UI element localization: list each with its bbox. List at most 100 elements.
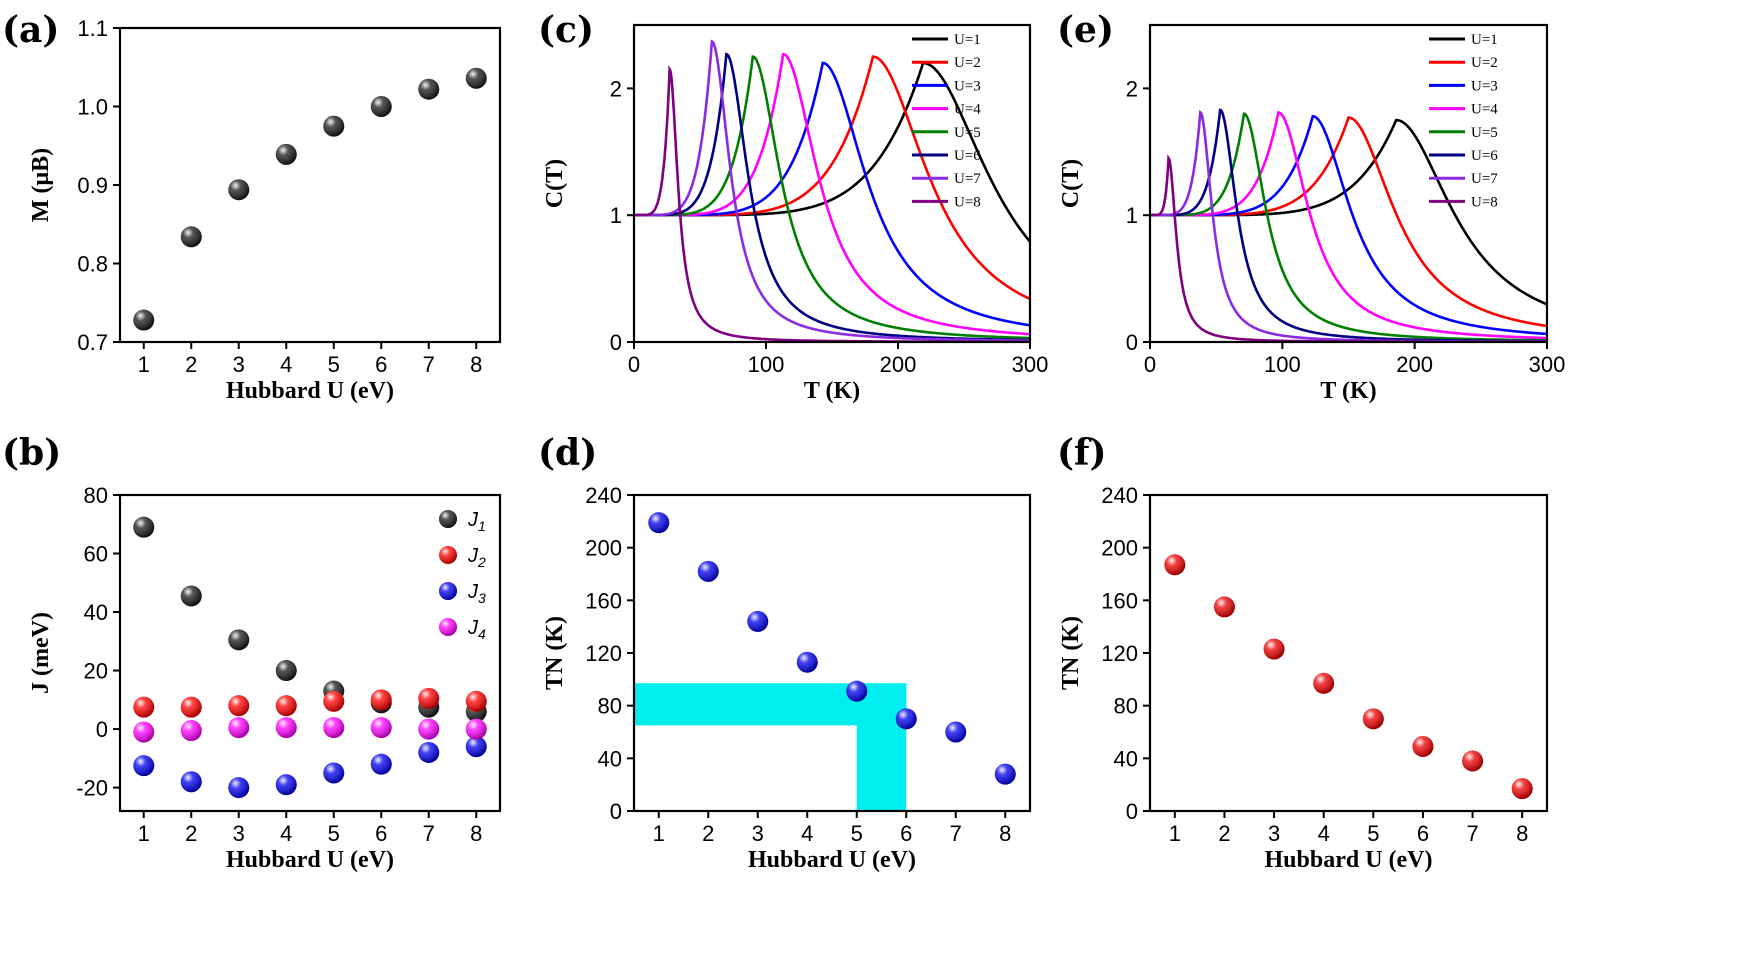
- x-tick-label: 2: [1218, 821, 1230, 846]
- point-j3-u6: [370, 753, 392, 775]
- highlight-vertical-band: [856, 683, 907, 811]
- curves: [1150, 108, 1547, 342]
- point-m-u7: [418, 78, 440, 100]
- point-j2-u7: [418, 687, 440, 709]
- y-tick-label: 240: [1101, 483, 1138, 508]
- y-tick-label: 0.7: [77, 330, 108, 355]
- data-points: [133, 516, 487, 799]
- x-tick-label: 100: [748, 352, 785, 377]
- y-tick-label: 0: [96, 717, 108, 742]
- legend-label: U=6: [954, 148, 981, 164]
- y-tick-label: 0.8: [77, 252, 108, 277]
- point-m-u1: [133, 309, 155, 331]
- y-tick-label: -20: [76, 776, 108, 801]
- point-j4-u1: [133, 721, 155, 743]
- point-tn-u4: [796, 651, 818, 673]
- x-axis-title: Hubbard U (eV): [226, 847, 394, 873]
- y-tick-label: 80: [1114, 694, 1138, 719]
- point-j1-u3: [228, 629, 250, 651]
- panel-label: (b): [2, 432, 61, 474]
- point-tn-u2: [1213, 596, 1235, 618]
- x-tick-label: 3: [233, 821, 245, 846]
- y-axis-title: TN (K): [1058, 616, 1084, 690]
- x-axis-title: Hubbard U (eV): [226, 378, 394, 404]
- x-tick-label: 100: [1264, 352, 1301, 377]
- x-tick-label: 5: [1367, 821, 1379, 846]
- x-tick-label: 3: [752, 821, 764, 846]
- x-tick-label: 2: [702, 821, 714, 846]
- point-j3-u4: [275, 774, 297, 796]
- x-axis-title: T (K): [1320, 378, 1376, 404]
- point-m-u3: [228, 179, 250, 201]
- y-tick-label: 0.9: [77, 173, 108, 198]
- data-points: [133, 67, 487, 331]
- y-tick-label: 80: [598, 694, 622, 719]
- point-j2-u8: [465, 690, 487, 712]
- x-tick-label: 1: [138, 352, 150, 377]
- series-line-u-7: [634, 39, 1030, 342]
- y-tick-label: 40: [84, 600, 108, 625]
- legend-marker: [439, 546, 457, 564]
- y-tick-label: 1.1: [77, 16, 108, 41]
- point-tn-u4: [1313, 672, 1335, 694]
- legend-label: U=3: [1471, 78, 1498, 94]
- y-tick-label: 0: [1126, 330, 1138, 355]
- point-j4-u8: [465, 718, 487, 740]
- x-axis-title: T (K): [804, 378, 860, 404]
- plot-frame: [1148, 23, 1549, 344]
- x-tick-label: 7: [423, 352, 435, 377]
- y-tick-label: 40: [598, 746, 622, 771]
- point-j4-u3: [228, 717, 250, 739]
- y-axis-title: J (meV): [28, 612, 54, 694]
- legend-label: U=1: [1471, 32, 1498, 48]
- series-line-u-4: [634, 52, 1030, 336]
- plot-frame: [632, 493, 1032, 813]
- x-tick-label: 4: [280, 352, 292, 377]
- point-m-u2: [180, 226, 202, 248]
- y-tick-label: 80: [84, 483, 108, 508]
- series-line-u-3: [1150, 115, 1547, 336]
- panel-a: (a) 1 2 3 4 5 6 7 8 0.7 0.8 0.9 1.0 1.1 Hubbard U (eV)…: [2, 9, 502, 404]
- panel-label: (d): [538, 432, 597, 474]
- y-axis-title: C(T): [1058, 159, 1084, 208]
- x-tick-label: 2: [185, 821, 197, 846]
- point-tn-u5: [846, 680, 868, 702]
- panel-label: (f): [1057, 432, 1107, 474]
- point-j3-u3: [228, 777, 250, 799]
- x-tick-label: 7: [1466, 821, 1478, 846]
- point-j4-u6: [370, 717, 392, 739]
- point-m-u6: [370, 96, 392, 117]
- y-tick-label: 1: [1126, 203, 1138, 228]
- legend-label: J1: [467, 509, 486, 534]
- y-tick-label: 120: [1101, 641, 1138, 666]
- point-tn-u7: [1462, 750, 1484, 772]
- x-tick-label: 6: [900, 821, 912, 846]
- point-tn-u1: [648, 512, 670, 534]
- x-tick-label: 1: [138, 821, 150, 846]
- legend-label: U=8: [1471, 194, 1498, 210]
- x-tick-label: 7: [950, 821, 962, 846]
- x-tick-label: 8: [470, 821, 482, 846]
- y-tick-label: 2: [610, 76, 622, 101]
- x-axis-title: Hubbard U (eV): [1264, 847, 1432, 873]
- y-axis-title: C(T): [542, 159, 568, 208]
- y-tick-label: 240: [585, 483, 622, 508]
- y-tick-label: 20: [84, 659, 108, 684]
- panel-e: (e) U=1 U=2 U=3 U=4 U=5 U=6 U=7 U=8 0 100 200 300 0 1 2…: [1057, 9, 1565, 404]
- legend-label: U=3: [954, 78, 981, 94]
- curves: [634, 39, 1030, 342]
- series-line-u-5: [634, 55, 1030, 340]
- x-tick-label: 1: [653, 821, 665, 846]
- x-tick-label: 4: [280, 821, 292, 846]
- point-m-u5: [323, 115, 345, 137]
- point-tn-u6: [895, 708, 917, 730]
- panel-b: (b) J1 J2 J3 J4 1 2 3 4 5 6 7 8 -20 0 20 40 60 80 Hubbard U…: [2, 432, 502, 873]
- x-tick-label: 3: [233, 352, 245, 377]
- legend-label: U=7: [1471, 171, 1498, 187]
- point-tn-u6: [1412, 735, 1434, 757]
- x-tick-label: 5: [328, 352, 340, 377]
- point-j4-u5: [323, 717, 345, 739]
- y-tick-label: 0: [610, 330, 622, 355]
